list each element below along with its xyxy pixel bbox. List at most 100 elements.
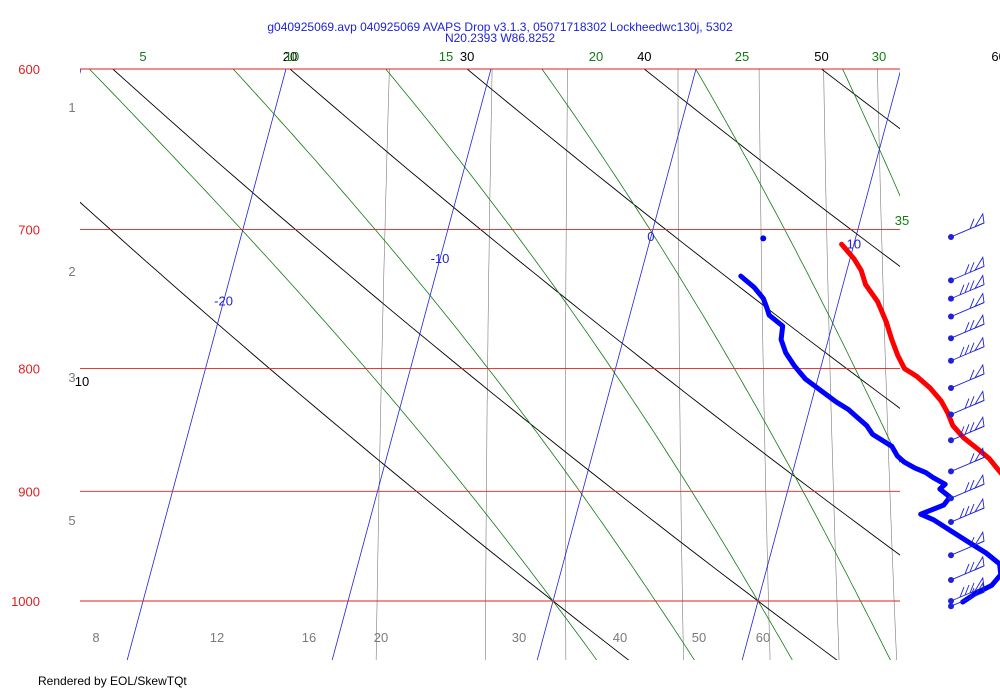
- isotherm-line: [80, 69, 82, 75]
- wind-barb-feather: [964, 563, 970, 575]
- wind-barb-feather: [959, 507, 965, 519]
- footer-credit: Rendered by EOL/SkewTQt: [38, 674, 187, 688]
- isotherm-label: -10: [431, 251, 450, 266]
- wind-barb-feather: [969, 342, 975, 353]
- mixing-ratio-line: [485, 69, 493, 660]
- mixing-ratio-line: [758, 69, 771, 660]
- temperature-trace: [839, 241, 1000, 476]
- moist-adiabat-line: [953, 0, 1000, 681]
- dry-adiabat-label: 60: [991, 49, 1000, 64]
- isotherm-line: [536, 69, 697, 660]
- wind-barb-flag: [973, 473, 985, 489]
- moist-adiabat-line: [232, 69, 695, 660]
- wind-barb-feather: [969, 369, 975, 381]
- isotherm-label: 10: [847, 236, 861, 251]
- wind-barb-feather: [964, 264, 970, 275]
- wind-barb-feather: [969, 536, 975, 548]
- chart-title: g040925069.avp 040925069 AVAPS Drop v3.1…: [267, 20, 733, 34]
- wind-barb-feather: [959, 426, 965, 437]
- wind-barb-feather: [969, 582, 975, 594]
- moist-adiabat-label: 10: [285, 49, 299, 64]
- grid-lines: [80, 0, 1000, 681]
- wind-barb-flag: [973, 292, 985, 308]
- wind-barb-flag: [973, 274, 985, 290]
- moist-adiabat-label: 5: [139, 49, 146, 64]
- wind-barbs: [948, 212, 985, 610]
- moist-adiabat-label: 25: [735, 49, 749, 64]
- pressure-label: 800: [18, 362, 40, 377]
- dry-adiabat-line: [112, 69, 838, 660]
- dry-adiabat-label: 50: [814, 49, 828, 64]
- dry-adiabat-label: 40: [637, 49, 651, 64]
- wind-barb-feather: [969, 453, 975, 464]
- moist-adiabat-label: 35: [895, 213, 909, 228]
- wind-barb-flag: [973, 447, 985, 463]
- dewpoint-trace: [738, 273, 1000, 605]
- mixing-ratio-line: [922, 0, 947, 681]
- wind-barb-flag: [973, 363, 985, 379]
- height-label: 5: [68, 513, 75, 528]
- wind-barb-feather: [964, 322, 970, 333]
- wind-barb-feather: [964, 424, 970, 435]
- wind-barb-flag: [973, 256, 985, 272]
- mixing-ratio-line: [375, 69, 390, 660]
- wind-barb-feather: [964, 398, 970, 409]
- dry-adiabat-line: [820, 69, 900, 130]
- wind-barb-flag: [973, 415, 985, 432]
- mixing-ratio-label: 50: [692, 630, 706, 645]
- moist-adiabat-line: [385, 69, 793, 660]
- dry-adiabat-line: [289, 69, 900, 556]
- wind-barb-flag: [973, 313, 985, 329]
- wind-barb-feather: [969, 587, 975, 599]
- mixing-ratio-label: 30: [512, 630, 526, 645]
- dry-adiabat-label: 30: [460, 49, 474, 64]
- pressure-label: 600: [18, 62, 40, 77]
- height-label: 1: [68, 100, 75, 115]
- wind-barb-feather: [969, 218, 975, 230]
- moist-adiabat-label: 30: [872, 49, 886, 64]
- pressure-label: 1000: [11, 594, 40, 609]
- wind-barb-feather: [964, 344, 970, 355]
- height-label: 3: [68, 370, 75, 385]
- wind-barb-feather: [969, 561, 975, 573]
- isotherm-line: [126, 69, 287, 660]
- wind-barb-feather: [959, 346, 965, 358]
- mixing-ratio-line: [564, 69, 569, 660]
- moist-adiabat-line: [88, 69, 598, 660]
- wind-barb-feather: [969, 503, 975, 515]
- height-label: 2: [68, 264, 75, 279]
- mixing-ratio-line: [677, 69, 684, 660]
- dry-adiabat-line: [643, 69, 900, 267]
- wind-barb-feather: [959, 586, 965, 598]
- dewpoint-point: [760, 235, 767, 242]
- isotherm-label: -20: [214, 293, 233, 308]
- mixing-ratio-line: [962, 0, 991, 681]
- wind-barb-feather: [969, 479, 975, 491]
- isotherm-label: 0: [647, 229, 654, 244]
- isotherm-line: [331, 69, 492, 660]
- wind-barb-feather: [969, 262, 975, 273]
- wind-barb-feather: [969, 396, 975, 407]
- wind-barb-feather: [969, 280, 975, 291]
- wind-barb-flag: [973, 581, 985, 597]
- moist-adiabat-label: 20: [589, 49, 603, 64]
- wind-barb-feather: [964, 482, 970, 493]
- mixing-ratio-label: 40: [613, 630, 627, 645]
- wind-barb-feather: [964, 505, 970, 517]
- moist-adiabat-label: 15: [439, 49, 453, 64]
- wind-barb-flag: [973, 390, 985, 406]
- wind-barb-feather: [964, 584, 970, 596]
- mixing-ratio-line: [877, 69, 897, 660]
- wind-barb-feather: [964, 282, 970, 293]
- dry-adiabat-line: [80, 201, 630, 660]
- dry-adiabat-line: [466, 69, 900, 409]
- mixing-ratio-label: 12: [210, 630, 224, 645]
- wind-barb-feather: [969, 298, 975, 309]
- side-label: 10: [75, 374, 89, 389]
- pressure-label: 700: [18, 223, 40, 238]
- wind-barb-flag: [973, 555, 985, 571]
- pressure-label: 900: [18, 484, 40, 499]
- wind-barb-flag: [973, 497, 985, 513]
- moist-adiabat-line: [842, 69, 900, 197]
